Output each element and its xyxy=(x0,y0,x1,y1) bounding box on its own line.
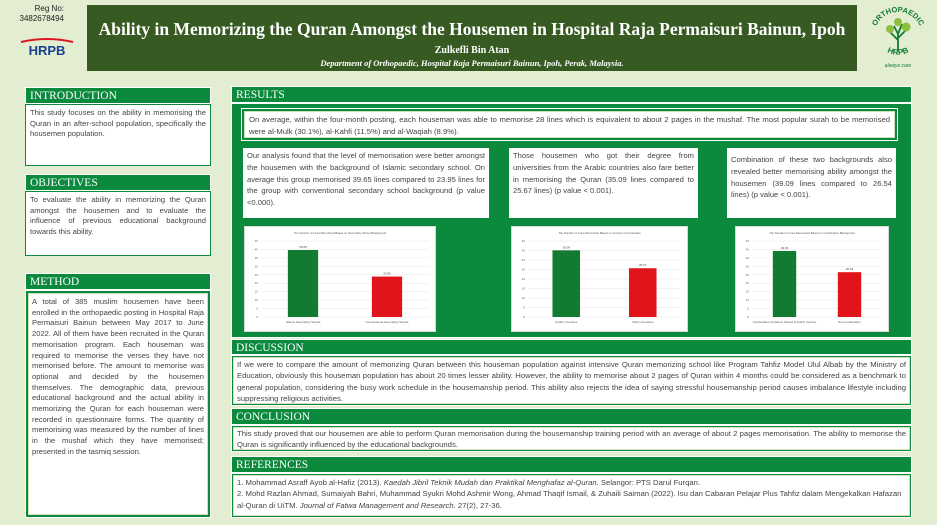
introduction-box: This study focuses on the ability in mem… xyxy=(25,104,211,166)
svg-text:HRPB: HRPB xyxy=(886,46,910,57)
x-category-label: Arabic Countries xyxy=(555,320,578,324)
chart-combination: The Number of Lines Memorised Based on C… xyxy=(735,226,889,332)
y-tick-label: 35 xyxy=(746,256,750,260)
y-tick-label: 10 xyxy=(255,298,259,302)
author-name: Zulkefli Bin Atan xyxy=(434,45,510,56)
bar xyxy=(287,250,319,317)
y-tick-label: 5 xyxy=(256,307,258,311)
result-card-combination-text: Combination of these two backgrounds als… xyxy=(731,155,892,200)
result-card-university-text: Those housemen who got their degree from… xyxy=(513,151,694,196)
y-tick-label: 5 xyxy=(747,307,749,311)
y-tick-label: 25 xyxy=(522,268,526,272)
chart-university: The Number of Lines Memorised Based on C… xyxy=(511,226,688,332)
svg-text:HRPB: HRPB xyxy=(29,43,66,58)
registration-number: Reg No: 3482678494 xyxy=(19,4,65,23)
bar-value-label: 26.54 xyxy=(846,267,854,271)
y-tick-label: 5 xyxy=(523,306,525,310)
objectives-text: To evaluate the ability in memorizing th… xyxy=(30,195,206,236)
references-box: 1. Mohammad Asraff Ayob al-Hafiz (2013).… xyxy=(231,473,912,518)
bar xyxy=(837,272,862,317)
y-tick-label: 35 xyxy=(255,256,259,260)
department-line: Department of Orthopaedic, Hospital Raja… xyxy=(320,58,624,68)
bar-value-label: 25.67 xyxy=(639,263,647,267)
discussion-box: If we were to compare the amount of memo… xyxy=(231,355,912,406)
bar-value-label: 39.09 xyxy=(781,246,789,250)
discussion-heading: DISCUSSION xyxy=(231,339,912,355)
y-tick-label: 20 xyxy=(746,281,750,285)
method-box: A total of 385 muslim housemen have been… xyxy=(25,290,211,518)
y-tick-label: 40 xyxy=(522,239,526,243)
bar-value-label: 39.65 xyxy=(299,245,307,249)
y-tick-label: 30 xyxy=(255,264,259,268)
conclusion-heading: CONCLUSION xyxy=(231,408,912,425)
y-tick-label: 30 xyxy=(522,258,526,262)
chart-title: The Number of Lines Memorised Based on S… xyxy=(294,231,387,235)
y-tick-label: 0 xyxy=(747,315,749,319)
bar xyxy=(628,268,657,317)
bar xyxy=(772,250,797,317)
y-tick-label: 15 xyxy=(255,290,259,294)
poster-title: Ability in Memorizing the Quran Amongst … xyxy=(98,19,846,39)
y-tick-label: 10 xyxy=(522,296,526,300)
results-heading: RESULTS xyxy=(231,86,912,103)
hrpb-logo: HRPB xyxy=(20,38,74,58)
bar-chart-svg: The Number of Lines Memorised Based on C… xyxy=(746,231,882,324)
bar-chart-svg: The Number of Lines Memorised Based on C… xyxy=(522,231,681,324)
y-tick-label: 40 xyxy=(746,247,750,251)
conclusion-text: This study proved that our housemen are … xyxy=(237,429,906,449)
result-card-combination: Combination of these two backgrounds als… xyxy=(725,146,898,220)
y-tick-label: 45 xyxy=(746,239,750,243)
result-card-university: Those housemen who got their degree from… xyxy=(507,146,700,220)
bar xyxy=(552,250,581,317)
y-tick-label: 10 xyxy=(746,298,750,302)
references-heading: REFERENCES xyxy=(231,456,912,473)
y-tick-label: 40 xyxy=(255,247,259,251)
conclusion-box: This study proved that our housemen are … xyxy=(231,425,912,452)
reference-1: 1. Mohammad Asraff Ayob al-Hafiz (2013).… xyxy=(237,478,701,487)
results-summary-text: On average, within the four-month postin… xyxy=(249,115,890,136)
y-tick-label: 0 xyxy=(523,315,525,319)
chart-title: The Number of Lines Memorised Based on C… xyxy=(769,231,855,235)
objectives-heading: OBJECTIVES xyxy=(25,174,211,191)
y-tick-label: 15 xyxy=(746,290,750,294)
bar-chart-svg: The Number of Lines Memorised Based on S… xyxy=(255,231,429,324)
results-summary-box: On average, within the four-month postin… xyxy=(241,108,898,141)
y-tick-label: 15 xyxy=(522,287,526,291)
objectives-box: To evaluate the ability in memorizing th… xyxy=(25,191,211,256)
chart-secondary-school: The Number of Lines Memorised Based on S… xyxy=(244,226,436,332)
y-tick-label: 20 xyxy=(255,281,259,285)
y-tick-label: 35 xyxy=(522,249,526,253)
bar-value-label: 23.95 xyxy=(383,272,391,276)
y-tick-label: 30 xyxy=(746,264,750,268)
svg-text:always care: always care xyxy=(885,63,912,69)
result-card-secondary-school: Our analysis found that the level of mem… xyxy=(241,146,491,220)
bar xyxy=(371,276,403,317)
x-category-label: Non-combination xyxy=(838,320,861,324)
method-heading: METHOD xyxy=(25,273,211,290)
y-tick-label: 25 xyxy=(746,273,750,277)
y-tick-label: 25 xyxy=(255,273,259,277)
orthopaedic-logo: ORTHOPAEDIC HRPB always care xyxy=(870,5,927,69)
introduction-heading: INTRODUCTION xyxy=(25,87,211,104)
x-category-label: Islamic Secondary School xyxy=(286,320,321,324)
x-category-label: Conventional Secondary School xyxy=(366,320,409,324)
result-card-secondary-school-text: Our analysis found that the level of mem… xyxy=(247,151,485,208)
method-text: A total of 385 muslim housemen have been… xyxy=(32,297,204,456)
introduction-text: This study focuses on the ability in mem… xyxy=(30,108,206,139)
reference-2: 2. Mohd Razlan Ahmad, Sumaiyah Bahri, Mu… xyxy=(237,489,902,510)
y-tick-label: 0 xyxy=(256,315,258,319)
y-tick-label: 20 xyxy=(522,277,526,281)
bar-value-label: 35.09 xyxy=(562,245,570,249)
title-banner: Ability in Memorizing the Quran Amongst … xyxy=(87,5,857,71)
poster-header: Reg No: 3482678494 HRPB Ability in Memor… xyxy=(0,0,937,72)
y-tick-label: 45 xyxy=(255,239,259,243)
x-category-label: Combination of Islamic School & Arabic C… xyxy=(753,320,817,324)
discussion-text: If we were to compare the amount of memo… xyxy=(237,360,906,404)
x-category-label: Other Countries xyxy=(632,320,654,324)
chart-title: The Number of Lines Memorised Based on C… xyxy=(558,231,641,235)
